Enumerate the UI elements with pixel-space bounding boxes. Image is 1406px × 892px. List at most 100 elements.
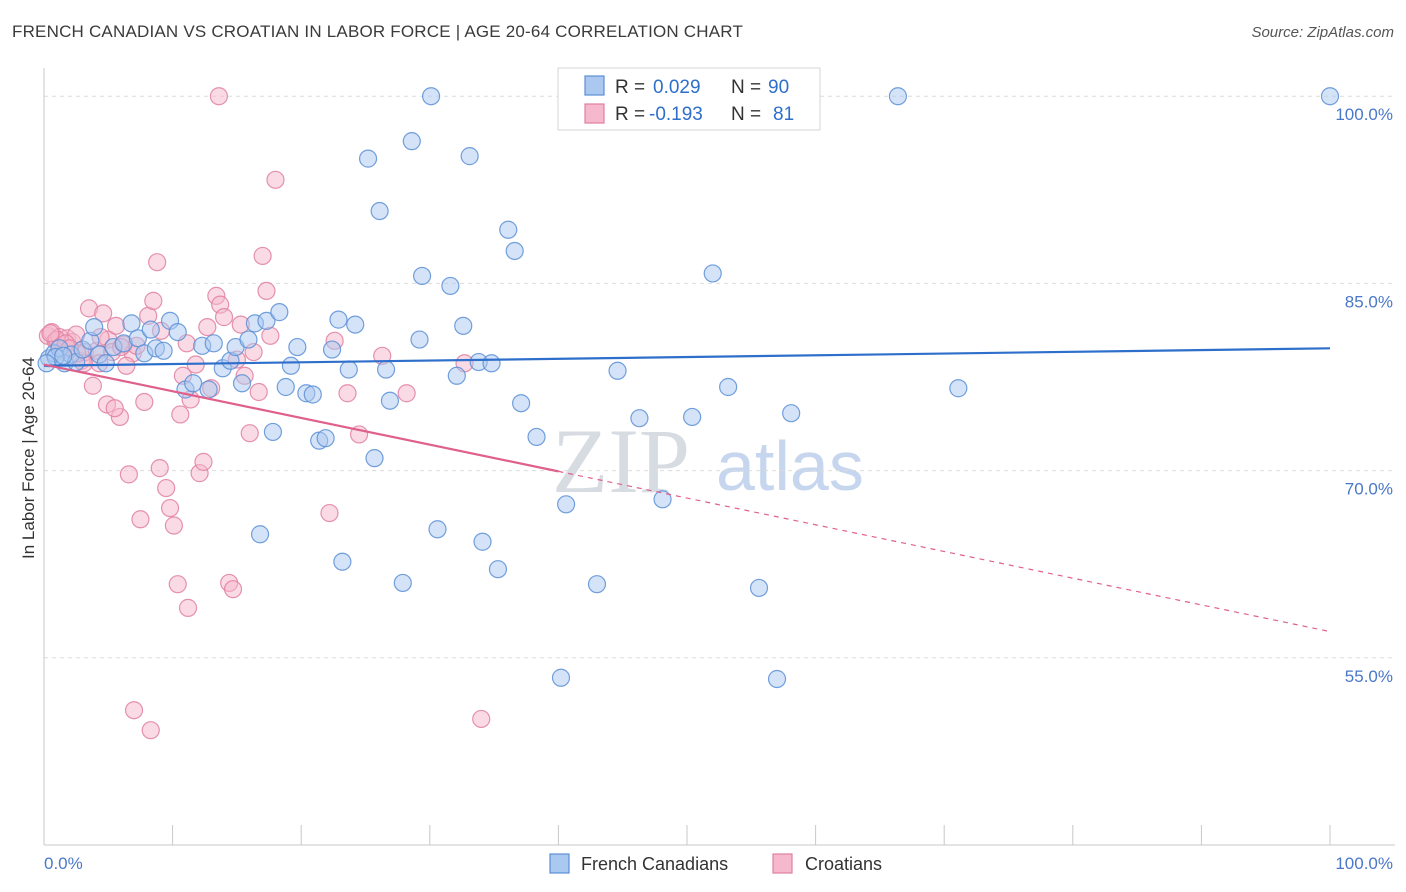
legend-n-value-1: 90 xyxy=(768,77,789,98)
french-canadian-point-37 xyxy=(281,356,301,375)
french-canadian-point-75 xyxy=(630,409,649,428)
stats-legend: R = 0.029 N = 90 R = -0.193 N = 81 xyxy=(557,67,821,131)
series-legend: French Canadians Croatians xyxy=(549,853,882,874)
french-canadian-point-62 xyxy=(460,147,479,166)
croatian-point-51 xyxy=(249,382,268,402)
croatian-point-30 xyxy=(160,498,180,518)
french-canadian-point-50 xyxy=(370,201,389,221)
croatian-point-60 xyxy=(178,598,198,617)
x-tick-label-1: 100.0% xyxy=(1335,854,1393,873)
legend-r-value-1: 0.029 xyxy=(653,77,701,98)
french-canadian-point-13 xyxy=(122,314,141,333)
croatian-point-53 xyxy=(257,281,276,301)
croatians-points xyxy=(38,87,491,740)
croatian-point-56 xyxy=(209,87,228,106)
french-canadian-point-32 xyxy=(250,525,270,544)
croatian-point-57 xyxy=(124,701,144,720)
french-canadian-point-8 xyxy=(85,317,104,337)
croatian-point-43 xyxy=(214,308,234,327)
french-canadian-point-88 xyxy=(37,354,56,373)
french-canadian-point-58 xyxy=(428,520,447,539)
french-canadian-point-69 xyxy=(512,394,531,413)
croatian-point-26 xyxy=(144,291,163,310)
french-canadian-point-54 xyxy=(402,132,421,151)
croatian-point-67 xyxy=(320,503,339,523)
y-tick-label-0: 100.0% xyxy=(1335,105,1393,124)
french-canadian-point-45 xyxy=(333,552,352,571)
croatian-point-55 xyxy=(266,170,285,189)
french-canadian-point-70 xyxy=(527,427,546,447)
y-axis-label: In Labor Force | Age 20-64 xyxy=(19,357,38,559)
french-canadian-point-35 xyxy=(270,303,289,322)
french-canadian-point-53 xyxy=(393,573,412,593)
x-tick-label-0: 0.0% xyxy=(44,854,83,873)
french-canadian-point-33 xyxy=(257,311,276,330)
x-tick-labels: 0.0% 100.0% xyxy=(44,854,1393,873)
french-canadian-point-85 xyxy=(1320,87,1340,106)
croatian-point-45 xyxy=(223,580,243,599)
y-tick-label-1: 85.0% xyxy=(1345,292,1393,311)
french-canadian-point-16 xyxy=(141,320,160,339)
french-canadian-point-18 xyxy=(154,341,173,360)
croatian-point-59 xyxy=(150,459,169,478)
croatian-point-20 xyxy=(119,465,138,484)
croatians-trend-solid xyxy=(43,363,559,473)
french-canadian-point-25 xyxy=(204,334,223,353)
french-canadians-trend-solid xyxy=(43,347,1331,367)
croatian-point-63 xyxy=(105,399,124,418)
french-canadian-point-44 xyxy=(329,310,348,329)
french-canadian-point-38 xyxy=(288,337,307,357)
french-canadian-point-59 xyxy=(441,276,460,296)
croatian-point-61 xyxy=(171,405,190,424)
french-canadian-point-30 xyxy=(239,330,258,349)
croatian-point-23 xyxy=(131,510,150,529)
croatian-point-14 xyxy=(94,304,113,323)
french-canadian-point-56 xyxy=(412,266,432,286)
croatian-point-32 xyxy=(168,575,187,594)
y-tick-labels: 100.0% 85.0% 70.0% 55.0% xyxy=(1335,105,1393,686)
french-canadian-point-76 xyxy=(653,490,672,509)
french-canadian-point-48 xyxy=(358,149,378,168)
french-canadian-point-36 xyxy=(276,377,295,397)
croatian-point-29 xyxy=(157,478,176,498)
legend-swatch-pink xyxy=(584,103,605,124)
chart-title: FRENCH CANADIAN VS CROATIAN IN LABOR FOR… xyxy=(12,22,744,41)
french-canadian-point-74 xyxy=(608,361,627,380)
croatian-point-78 xyxy=(41,324,60,343)
legend-n-value-2: 81 xyxy=(773,104,794,125)
french-canadian-point-40 xyxy=(303,385,322,404)
french-canadian-point-42 xyxy=(316,429,335,448)
french-canadian-point-60 xyxy=(447,366,466,385)
series-legend-label-pink: Croatians xyxy=(805,854,882,874)
french-canadian-point-77 xyxy=(683,407,702,427)
french-canadian-point-71 xyxy=(551,668,571,687)
french-canadian-point-73 xyxy=(587,575,607,594)
french-canadian-point-80 xyxy=(749,578,769,598)
croatians-trend-dashed xyxy=(558,470,1331,633)
legend-r-label-2: R = xyxy=(615,104,645,125)
french-canadian-point-84 xyxy=(888,87,908,106)
croatian-point-52 xyxy=(253,246,272,266)
legend-n-label-2: N = xyxy=(731,104,761,125)
french-canadian-point-61 xyxy=(454,316,473,335)
legend-swatch-blue xyxy=(584,75,605,96)
french-canadian-point-29 xyxy=(232,374,252,393)
french-canadian-point-55 xyxy=(410,330,429,349)
trend-lines xyxy=(43,347,1331,633)
french-canadian-point-46 xyxy=(339,360,358,379)
french-canadian-point-43 xyxy=(322,340,342,359)
croatian-point-71 xyxy=(397,384,416,403)
legend-n-label-1: N = xyxy=(731,77,761,98)
croatian-point-38 xyxy=(194,452,213,471)
croatian-point-17 xyxy=(106,316,126,335)
french-canadian-point-87 xyxy=(54,346,73,365)
french-canadian-point-47 xyxy=(346,315,365,334)
croatian-point-39 xyxy=(198,317,217,337)
french-canadian-point-49 xyxy=(365,449,384,468)
french-canadian-point-79 xyxy=(719,377,738,397)
croatian-point-31 xyxy=(164,516,183,535)
french-canadian-point-67 xyxy=(499,220,518,239)
series-legend-swatch-blue xyxy=(549,853,570,874)
axes xyxy=(43,68,1395,846)
